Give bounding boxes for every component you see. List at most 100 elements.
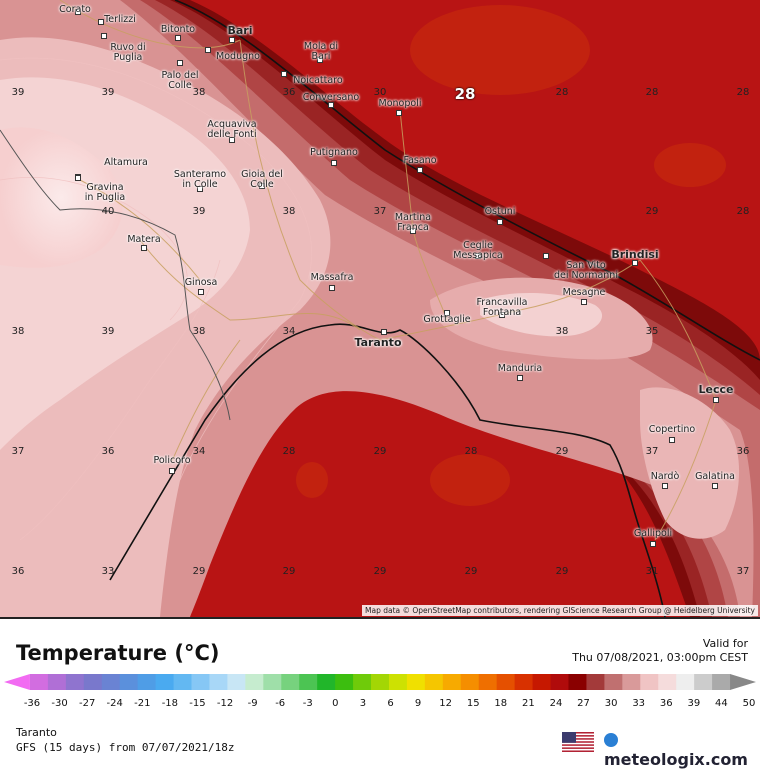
color-swatch <box>586 674 605 690</box>
color-swatch <box>478 674 498 690</box>
city-label[interactable]: Manduria <box>497 363 543 374</box>
city-label[interactable]: Grottaglie <box>423 314 471 325</box>
city-label[interactable]: Ostuni <box>484 206 516 217</box>
city-marker <box>713 397 719 403</box>
city-marker <box>329 285 335 291</box>
color-swatch <box>317 674 336 690</box>
temperature-value: 28 <box>282 446 296 457</box>
city-label[interactable]: Modugno <box>216 51 260 62</box>
city-marker <box>205 47 211 53</box>
brand-logo[interactable]: meteologix.com <box>604 731 760 769</box>
color-swatch <box>568 674 587 690</box>
city-label[interactable]: Galatina <box>695 471 735 482</box>
scale-tick-label: 30 <box>604 698 618 709</box>
city-marker <box>662 483 668 489</box>
city-label[interactable]: Policoro <box>153 455 191 466</box>
temperature-value: 29 <box>373 446 387 457</box>
color-swatch <box>173 674 193 690</box>
temperature-value: 29 <box>373 566 387 577</box>
band-40 <box>0 127 123 268</box>
temperature-value: 37 <box>373 206 387 217</box>
city-label[interactable]: Nardò <box>650 471 680 482</box>
temperature-value: 39 <box>192 206 206 217</box>
city-label[interactable]: Mola di Bari <box>303 41 339 62</box>
band-37-lecce <box>640 387 740 539</box>
city-label[interactable]: Corato <box>59 4 91 15</box>
color-swatch <box>119 674 139 690</box>
city-marker <box>198 289 204 295</box>
city-label[interactable]: Taranto <box>354 336 402 349</box>
temperature-map[interactable]: Corato Terlizzi Bitonto Bari Ruvo di Puglia Mo… <box>0 0 760 617</box>
city-label[interactable]: Santeramo in Colle <box>173 169 227 190</box>
city-label[interactable]: Gioia del Colle <box>241 169 283 190</box>
city-marker <box>581 299 587 305</box>
city-label[interactable]: Gravina in Puglia <box>84 182 126 203</box>
scale-tick-label: 39 <box>687 698 701 709</box>
city-label[interactable]: Lecce <box>698 383 734 396</box>
city-label[interactable]: Monopoli <box>378 98 422 109</box>
city-marker <box>98 19 104 25</box>
city-label[interactable]: Copertino <box>648 424 696 435</box>
temperature-value: 38 <box>11 326 25 337</box>
city-label[interactable]: Ginosa <box>184 277 218 288</box>
city-label[interactable]: Bitonto <box>160 24 196 35</box>
us-flag-icon[interactable] <box>562 732 594 752</box>
scale-tick-label: 44 <box>715 698 728 709</box>
valid-for-label: Valid for <box>702 637 748 650</box>
legend-panel: Temperature (°C) Valid for Thu 07/08/202… <box>0 617 760 769</box>
city-label[interactable]: Ceglie Messapica <box>453 240 503 261</box>
city-label[interactable]: Brindisi <box>611 248 659 261</box>
scale-tick-label: -9 <box>247 698 258 709</box>
city-label[interactable]: Acquaviva delle Fonti <box>207 119 257 140</box>
color-swatch <box>191 674 210 690</box>
city-label[interactable]: Noicattaro <box>293 75 343 86</box>
color-scale <box>4 674 756 690</box>
temperature-value: 28 <box>645 87 659 98</box>
city-label[interactable]: Conversano <box>302 92 360 103</box>
city-label[interactable]: Francavilla Fontana <box>476 297 528 318</box>
band-39-east <box>480 293 603 337</box>
scale-tick-label: -24 <box>106 698 123 709</box>
city-label[interactable]: Massafra <box>310 272 354 283</box>
map-attribution[interactable]: Map data © OpenStreetMap contributors, r… <box>362 605 758 616</box>
city-marker <box>417 167 423 173</box>
temperature-value: 37 <box>11 446 25 457</box>
city-marker <box>650 541 656 547</box>
city-label[interactable]: Palo del Colle <box>161 70 199 91</box>
city-marker <box>197 186 203 192</box>
temperature-value: 38 <box>555 326 569 337</box>
city-label[interactable]: Terlizzi <box>104 14 136 25</box>
city-label[interactable]: Matera <box>127 234 161 245</box>
scale-tick-label: -3 <box>302 698 313 709</box>
city-label[interactable]: Fasano <box>403 155 437 166</box>
temperature-value: 33 <box>101 566 115 577</box>
scale-tick-label: 33 <box>632 698 646 709</box>
scale-tick-label: -15 <box>189 698 206 709</box>
color-swatch <box>227 674 246 690</box>
color-swatch <box>29 674 49 690</box>
model-run: GFS (15 days) from 07/07/2021/18z <box>16 741 235 754</box>
city-label[interactable]: Mesagne <box>562 287 606 298</box>
city-label[interactable]: Altamura <box>104 157 148 168</box>
city-label[interactable]: Gallipoli <box>633 528 673 539</box>
scale-tick-label: -6 <box>275 698 286 709</box>
color-swatch <box>245 674 264 690</box>
city-label[interactable]: Ruvo di Puglia <box>110 42 146 63</box>
city-marker <box>75 175 81 181</box>
coastline-ionian <box>109 323 666 617</box>
color-swatch <box>694 674 713 690</box>
color-swatch <box>730 674 756 690</box>
city-marker <box>669 437 675 443</box>
city-label[interactable]: Martina Franca <box>394 212 432 233</box>
city-label[interactable]: Bari <box>227 24 253 37</box>
city-label[interactable]: Putignano <box>310 147 358 158</box>
color-scale-ticks: -36 -30 -27 -24 -21 -18 -15 -12 -9 -6 -3 0 3 6 9 12 15 18… <box>0 698 760 712</box>
scale-tick-label: -12 <box>216 698 234 709</box>
city-label[interactable]: San Vito dei Normanni <box>554 260 618 281</box>
scale-tick-label: 15 <box>466 698 480 709</box>
legend-title: Temperature (°C) <box>16 641 220 665</box>
scale-tick-label: 12 <box>439 698 453 709</box>
scale-tick-label: 18 <box>494 698 508 709</box>
temperature-value: 29 <box>464 566 478 577</box>
scale-tick-label: 21 <box>522 698 535 709</box>
